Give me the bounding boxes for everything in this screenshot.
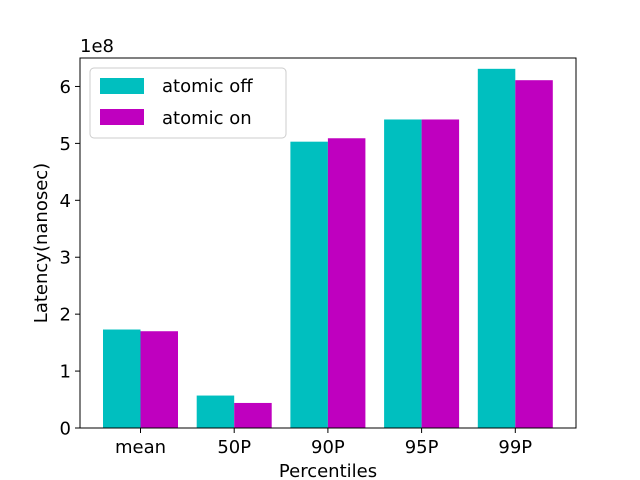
bar-atomic-off-90P [290, 141, 328, 428]
bar-atomic-off-50P [196, 395, 235, 428]
x-tick-label: 90P [311, 437, 345, 458]
bar-atomic-off-mean [103, 329, 141, 428]
x-tick-label: 50P [217, 437, 251, 458]
legend-label-atomic-on: atomic on [162, 108, 252, 129]
y-tick-label: 1 [60, 362, 71, 383]
y-tick-label: 6 [60, 77, 71, 98]
plot-frame [79, 57, 577, 429]
bar-atomic-on-90P [327, 138, 366, 428]
bar-atomic-off-95P [384, 119, 422, 428]
bar-atomic-on-mean [140, 331, 178, 428]
bars-layer [103, 68, 553, 428]
legend-swatch-atomic-off [100, 78, 144, 94]
y-tick-label: 5 [60, 134, 71, 155]
y-tick-label: 3 [60, 248, 71, 269]
bar-atomic-on-99P [515, 80, 553, 428]
y-tick-label: 4 [60, 191, 71, 212]
legend: atomic off atomic on [89, 67, 287, 139]
y-offset-label: 1e8 [80, 36, 114, 57]
y-tick-label: 0 [60, 419, 71, 440]
y-tick-label: 2 [60, 305, 71, 326]
x-ticks: mean 50P 90P 95P 99P [115, 428, 532, 458]
bar-atomic-off-99P [477, 68, 516, 428]
y-ticks: 0 1 2 3 4 5 6 [60, 77, 80, 440]
bar-atomic-on-95P [421, 119, 460, 428]
x-tick-label: 99P [498, 437, 532, 458]
legend-label-atomic-off: atomic off [162, 76, 253, 97]
x-tick-label: mean [115, 437, 166, 458]
y-axis-label: Latency(nanosec) [31, 163, 52, 323]
legend-swatch-atomic-on [100, 109, 144, 125]
bar-atomic-on-50P [234, 402, 272, 428]
x-tick-label: 95P [405, 437, 439, 458]
x-axis-label: Percentiles [279, 461, 377, 480]
